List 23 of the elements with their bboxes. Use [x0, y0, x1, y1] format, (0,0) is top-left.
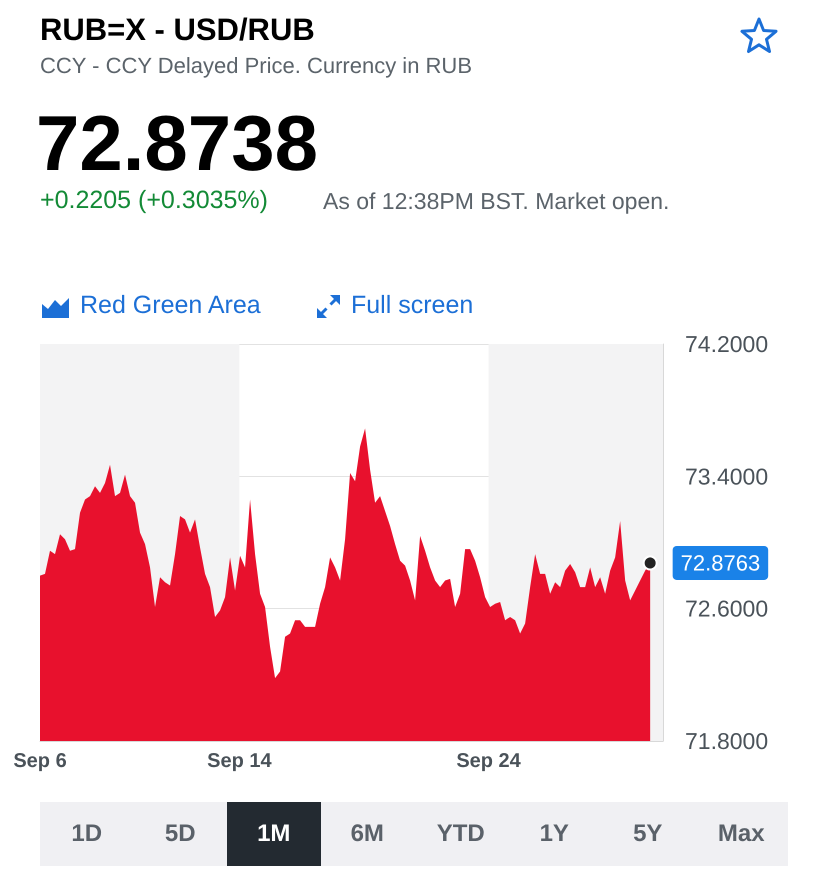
period-button[interactable]: 6M: [320, 802, 414, 866]
y-tick-label: 73.4000: [685, 463, 768, 490]
y-tick-label: 72.6000: [685, 596, 768, 622]
text: Red Green Area: [80, 291, 261, 320]
period-button[interactable]: 1D: [40, 802, 134, 866]
chart-subtitle: CCY - CCY Delayed Price. Currency in RUB: [40, 53, 472, 78]
period-button[interactable]: Max: [694, 802, 788, 866]
text: Full screen: [351, 291, 474, 320]
text: 72.8738: [36, 99, 318, 187]
period-button[interactable]: YTD: [414, 802, 508, 866]
data-label: 72.8763: [680, 550, 760, 576]
period-button[interactable]: 5Y: [601, 802, 694, 866]
period-button[interactable]: 5D: [134, 802, 227, 866]
period-button[interactable]: 1M: [227, 802, 320, 866]
chart-title: RUB=X - USD/RUB: [40, 12, 315, 48]
y-tick-label: 71.8000: [685, 728, 768, 754]
text: +0.2205 (+0.3035%): [40, 186, 268, 215]
period-button[interactable]: 1Y: [508, 802, 601, 866]
x-tick-label: Sep 24: [456, 750, 522, 772]
x-tick-label: Sep 6: [13, 750, 67, 772]
x-tick-label: Sep 14: [207, 750, 272, 772]
text: As of 12:38PM BST. Market open.: [323, 188, 670, 214]
y-tick-label: 74.2000: [685, 331, 768, 357]
